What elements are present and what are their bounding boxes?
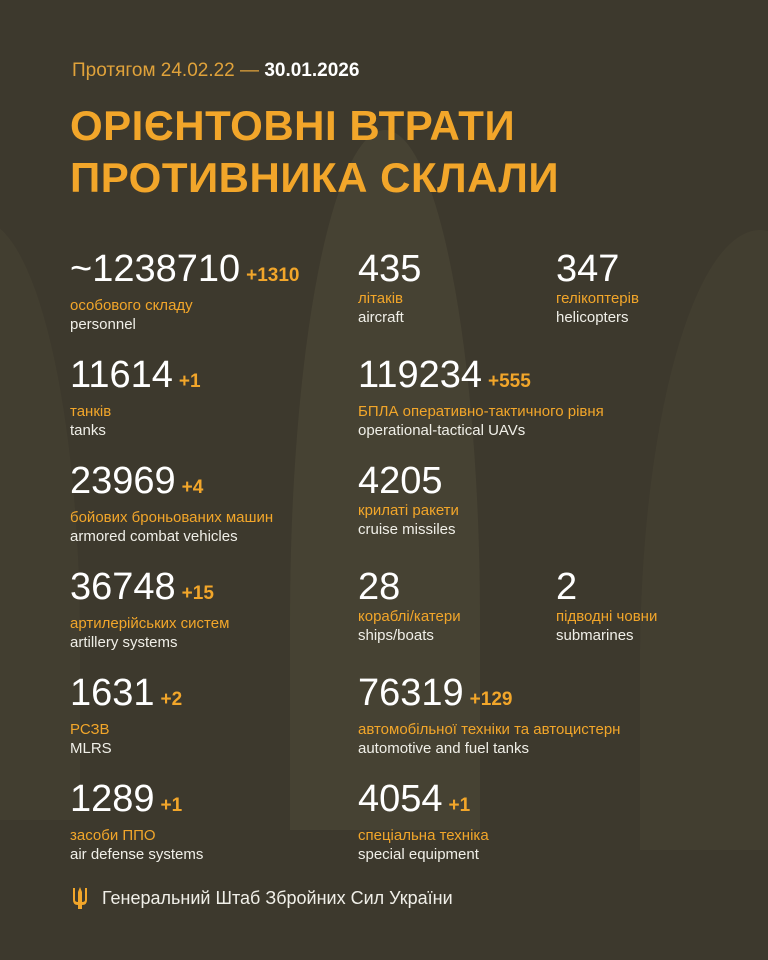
footer: Генеральний Штаб Збройних Сил України: [72, 886, 453, 910]
stat-special-equipment: 4054 +1 спеціальна техніка special equipm…: [358, 778, 556, 884]
stat-label-en: operational-tactical UAVs: [358, 422, 526, 439]
stat-label-en: submarines: [556, 627, 634, 644]
stat-artillery-systems: 36748 +15 артилерійських систем artillery…: [70, 566, 358, 672]
stat-value: 1289 +1: [70, 778, 358, 827]
stat-total: 1289: [70, 778, 155, 820]
stat-delta: +1: [448, 795, 471, 816]
stat-label-en: automotive and fuel tanks: [358, 740, 529, 757]
stat-tanks: 11614 +1 танків tanks: [70, 354, 358, 460]
stat-personnel: ~1238710 +1310 особового складу personnel: [70, 248, 358, 354]
stat-label-en: tanks: [70, 422, 106, 439]
stat-helicopters: 347 гелікоптерів helicopters: [556, 248, 756, 354]
title-line-1: ОРІЄНТОВНІ ВТРАТИ: [70, 102, 516, 149]
stat-value: 4205: [358, 460, 556, 502]
stat-label-ua: БПЛА оперативно-тактичного рівня: [358, 403, 604, 420]
period-end-date: 30.01.2026: [264, 60, 360, 81]
stat-cruise-missiles: 4205 крилаті ракети cruise missiles: [358, 460, 556, 566]
stat-value: 2: [556, 566, 756, 608]
stat-delta: +1: [178, 371, 201, 392]
stat-label-en: MLRS: [70, 740, 112, 757]
stat-total: ~1238710: [70, 248, 241, 290]
stat-label-en: aircraft: [358, 309, 404, 326]
stat-label-ua: РСЗВ: [70, 721, 110, 738]
stat-delta: +129: [469, 689, 513, 710]
stat-delta: +15: [181, 583, 214, 604]
period-prefix: Протягом 24.02.22 —: [72, 60, 260, 81]
stat-label-ua: спеціальна техніка: [358, 827, 489, 844]
trident-icon: [73, 887, 87, 909]
stat-label-en: helicopters: [556, 309, 629, 326]
background-shape: [0, 220, 80, 820]
stat-label-en: special equipment: [358, 846, 479, 863]
stat-air-defense-systems: 1289 +1 засоби ППО air defense systems: [70, 778, 358, 884]
stat-label-ua: бойових броньованих машин: [70, 509, 274, 526]
stat-total: 36748: [70, 566, 176, 608]
stat-automotive-and-fuel-tanks: 76319 +129 автомобільної техніки та автоц…: [358, 672, 756, 778]
stat-total: 119234: [358, 354, 482, 396]
stat-value: 4054 +1: [358, 778, 556, 827]
stat-label-en: artillery systems: [70, 634, 178, 651]
stat-label-ua: автомобільної техніки та автоцистерн: [358, 721, 621, 738]
stat-label-ua: гелікоптерів: [556, 290, 639, 307]
stat-label-en: air defense systems: [70, 846, 204, 863]
stat-ships-boats: 28 кораблі/катери ships/boats: [358, 566, 556, 672]
stat-label-ua: танків: [70, 403, 112, 420]
stat-delta: +1: [160, 795, 183, 816]
stat-label-ua: підводні човни: [556, 608, 658, 625]
stat-delta: +555: [487, 371, 531, 392]
stat-total: 1631: [70, 672, 155, 714]
period: Протягом 24.02.22 — 30.01.2026: [72, 60, 359, 82]
stat-operational-tactical-uavs: 119234 +555 БПЛА оперативно-тактичного рі…: [358, 354, 756, 460]
stat-total: 435: [358, 248, 422, 290]
stat-total: 2: [556, 566, 578, 608]
stat-delta: +1310: [246, 265, 300, 286]
stat-label-en: ships/boats: [358, 627, 434, 644]
stat-label-ua: артилерійських систем: [70, 615, 230, 632]
stat-total: 4054: [358, 778, 443, 820]
footer-text: Генеральний Штаб Збройних Сил України: [102, 887, 453, 908]
stat-label-ua: особового складу: [70, 297, 193, 314]
stat-armored-combat-vehicles: 23969 +4 бойових броньованих машин armore…: [70, 460, 358, 566]
stat-value: 435: [358, 248, 556, 290]
stat-label-en: personnel: [70, 316, 136, 333]
stat-value: ~1238710 +1310: [70, 248, 358, 297]
page-title: ОРІЄНТОВНІ ВТРАТИ ПРОТИВНИКА СКЛАЛИ: [70, 100, 559, 204]
stat-value: 28: [358, 566, 556, 608]
stat-label-ua: кораблі/катери: [358, 608, 461, 625]
stat-delta: +4: [181, 477, 204, 498]
stat-total: 347: [556, 248, 620, 290]
stat-total: 76319: [358, 672, 464, 714]
title-line-2: ПРОТИВНИКА СКЛАЛИ: [70, 154, 560, 201]
stat-total: 11614: [70, 354, 173, 396]
stat-value: 36748 +15: [70, 566, 358, 615]
stat-label-ua: літаків: [358, 290, 403, 307]
stat-value: 23969 +4: [70, 460, 358, 509]
stat-label-ua: крилаті ракети: [358, 502, 459, 519]
stat-total: 23969: [70, 460, 176, 502]
stat-total: 28: [358, 566, 401, 608]
stat-label-en: armored combat vehicles: [70, 528, 238, 545]
stat-value: 1631 +2: [70, 672, 358, 721]
stat-label-en: cruise missiles: [358, 521, 456, 538]
stat-value: 11614 +1: [70, 354, 358, 403]
stats-grid: ~1238710 +1310 особового складу personnel…: [70, 248, 756, 884]
stat-total: 4205: [358, 460, 443, 502]
stat-label-ua: засоби ППО: [70, 827, 156, 844]
stat-aircraft: 435 літаків aircraft: [358, 248, 556, 354]
stat-value: 119234 +555: [358, 354, 756, 403]
stat-value: 347: [556, 248, 756, 290]
stat-submarines: 2 підводні човни submarines: [556, 566, 756, 672]
stat-delta: +2: [160, 689, 183, 710]
stat-value: 76319 +129: [358, 672, 756, 721]
stat-mlrs: 1631 +2 РСЗВ MLRS: [70, 672, 358, 778]
